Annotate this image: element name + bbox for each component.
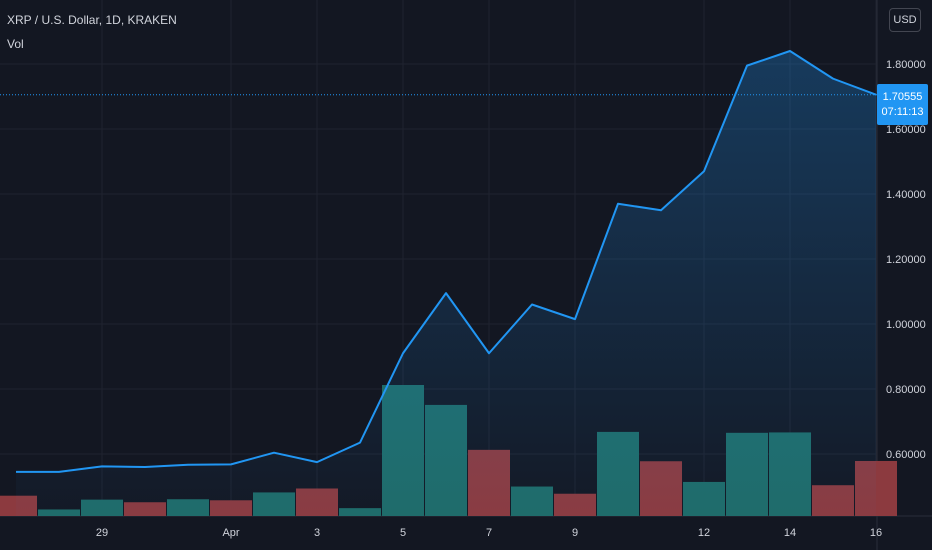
price-tick-label: 0.60000	[886, 449, 926, 461]
price-tick-label: 0.80000	[886, 384, 926, 396]
time-axis: 29 Apr 3 5 7 9 12 14 16	[96, 527, 882, 539]
time-tick-label: 16	[870, 527, 882, 539]
price-tick-label: 1.80000	[886, 59, 926, 71]
price-axis: 0.60000 0.80000 1.00000 1.20000 1.40000 1.600…	[886, 59, 926, 461]
time-tick-label: 29	[96, 527, 108, 539]
time-tick-label: 9	[572, 527, 578, 539]
bar-countdown: 07:11:13	[881, 105, 924, 118]
time-tick-label: Apr	[222, 527, 239, 539]
volume-label: Vol	[7, 37, 24, 51]
price-area	[16, 51, 876, 516]
price-tick-label: 1.40000	[886, 189, 926, 201]
time-tick-label: 3	[314, 527, 320, 539]
price-tick-label: 1.00000	[886, 319, 926, 331]
chart-title: XRP / U.S. Dollar, 1D, KRAKEN	[7, 13, 177, 27]
last-price-value: 1.70555	[882, 90, 923, 103]
time-tick-label: 7	[486, 527, 492, 539]
time-tick-label: 5	[400, 527, 406, 539]
time-tick-label: 14	[784, 527, 796, 539]
price-line	[16, 50, 877, 473]
price-tick-label: 1.60000	[886, 124, 926, 136]
price-tick-label: 1.20000	[886, 254, 926, 266]
time-tick-label: 12	[698, 527, 710, 539]
currency-button[interactable]: USD	[889, 8, 921, 32]
last-price-tag: 1.70555 07:11:13	[877, 84, 928, 125]
